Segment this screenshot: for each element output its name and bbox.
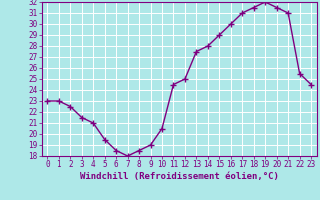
X-axis label: Windchill (Refroidissement éolien,°C): Windchill (Refroidissement éolien,°C) <box>80 172 279 181</box>
